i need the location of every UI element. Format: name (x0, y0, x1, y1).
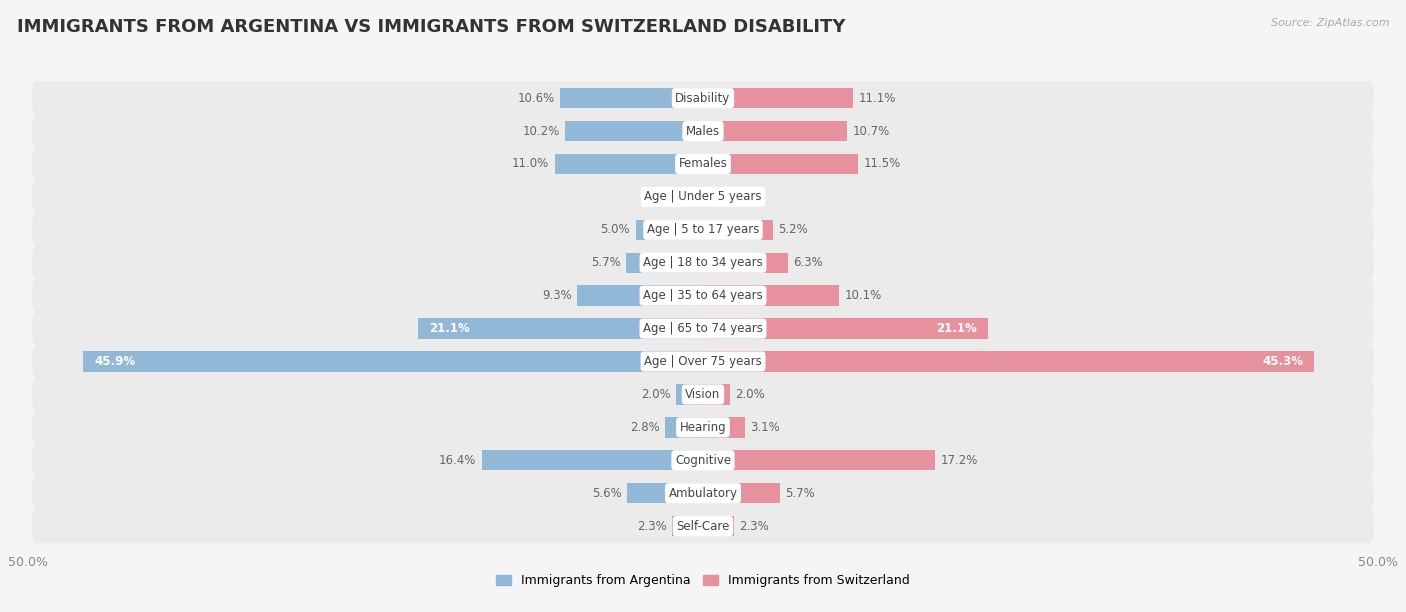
Bar (703, 154, 858, 174)
Bar (703, 450, 935, 471)
Bar (703, 483, 780, 504)
Text: 11.1%: 11.1% (858, 92, 896, 105)
Bar (703, 351, 1315, 371)
Text: 3.1%: 3.1% (751, 421, 780, 434)
Text: 2.0%: 2.0% (735, 388, 765, 401)
FancyBboxPatch shape (32, 213, 1374, 247)
FancyBboxPatch shape (32, 180, 1374, 214)
Text: Age | 5 to 17 years: Age | 5 to 17 years (647, 223, 759, 236)
FancyBboxPatch shape (32, 476, 1374, 510)
Bar (676, 384, 703, 405)
Text: 11.0%: 11.0% (512, 157, 550, 171)
Text: 21.1%: 21.1% (429, 322, 470, 335)
Text: Age | 35 to 64 years: Age | 35 to 64 years (643, 289, 763, 302)
Text: 9.3%: 9.3% (543, 289, 572, 302)
Bar (672, 516, 703, 536)
FancyBboxPatch shape (32, 312, 1374, 346)
FancyBboxPatch shape (32, 81, 1374, 115)
Text: 10.6%: 10.6% (517, 92, 554, 105)
Bar (578, 285, 703, 306)
FancyBboxPatch shape (32, 345, 1374, 379)
Text: 2.3%: 2.3% (740, 520, 769, 532)
Bar (626, 253, 703, 273)
Text: Females: Females (679, 157, 727, 171)
Legend: Immigrants from Argentina, Immigrants from Switzerland: Immigrants from Argentina, Immigrants fr… (491, 569, 915, 592)
Text: 10.2%: 10.2% (523, 125, 560, 138)
Bar (703, 187, 718, 207)
FancyBboxPatch shape (32, 443, 1374, 477)
Text: 5.7%: 5.7% (591, 256, 620, 269)
Text: 1.1%: 1.1% (723, 190, 754, 203)
Text: 11.5%: 11.5% (863, 157, 901, 171)
Bar (554, 154, 703, 174)
FancyBboxPatch shape (32, 245, 1374, 280)
Bar (636, 220, 703, 240)
Text: 45.9%: 45.9% (94, 355, 135, 368)
Bar (703, 384, 730, 405)
Bar (703, 417, 745, 438)
Text: 6.3%: 6.3% (793, 256, 823, 269)
Bar (703, 285, 839, 306)
Text: 45.3%: 45.3% (1263, 355, 1303, 368)
Text: 2.3%: 2.3% (637, 520, 666, 532)
FancyBboxPatch shape (32, 410, 1374, 444)
Text: 1.2%: 1.2% (651, 190, 682, 203)
FancyBboxPatch shape (32, 509, 1374, 543)
Text: IMMIGRANTS FROM ARGENTINA VS IMMIGRANTS FROM SWITZERLAND DISABILITY: IMMIGRANTS FROM ARGENTINA VS IMMIGRANTS … (17, 18, 845, 36)
Text: Cognitive: Cognitive (675, 453, 731, 467)
Text: Males: Males (686, 125, 720, 138)
Bar (482, 450, 703, 471)
Text: Age | 65 to 74 years: Age | 65 to 74 years (643, 322, 763, 335)
Bar (703, 121, 848, 141)
Text: Hearing: Hearing (679, 421, 727, 434)
Text: Age | Under 5 years: Age | Under 5 years (644, 190, 762, 203)
Text: 5.0%: 5.0% (600, 223, 630, 236)
Bar (565, 121, 703, 141)
Text: Age | Over 75 years: Age | Over 75 years (644, 355, 762, 368)
Text: 5.6%: 5.6% (592, 487, 621, 499)
Bar (560, 88, 703, 108)
Text: Disability: Disability (675, 92, 731, 105)
Text: 2.0%: 2.0% (641, 388, 671, 401)
Text: 5.2%: 5.2% (779, 223, 808, 236)
Bar (627, 483, 703, 504)
Text: 16.4%: 16.4% (439, 453, 477, 467)
Text: Age | 18 to 34 years: Age | 18 to 34 years (643, 256, 763, 269)
FancyBboxPatch shape (32, 378, 1374, 411)
Bar (703, 88, 853, 108)
Text: 21.1%: 21.1% (936, 322, 977, 335)
FancyBboxPatch shape (32, 147, 1374, 181)
Bar (686, 187, 703, 207)
Text: 2.8%: 2.8% (630, 421, 659, 434)
Bar (703, 516, 734, 536)
Text: 10.7%: 10.7% (853, 125, 890, 138)
Text: Ambulatory: Ambulatory (668, 487, 738, 499)
Bar (665, 417, 703, 438)
Bar (83, 351, 703, 371)
Bar (703, 220, 773, 240)
Bar (703, 253, 787, 273)
Text: 5.7%: 5.7% (786, 487, 815, 499)
Bar (418, 318, 703, 339)
Text: Self-Care: Self-Care (676, 520, 730, 532)
Text: Vision: Vision (685, 388, 721, 401)
Text: 17.2%: 17.2% (941, 453, 979, 467)
FancyBboxPatch shape (32, 114, 1374, 148)
FancyBboxPatch shape (32, 278, 1374, 313)
Text: Source: ZipAtlas.com: Source: ZipAtlas.com (1271, 18, 1389, 28)
Text: 10.1%: 10.1% (845, 289, 882, 302)
Bar (703, 318, 988, 339)
